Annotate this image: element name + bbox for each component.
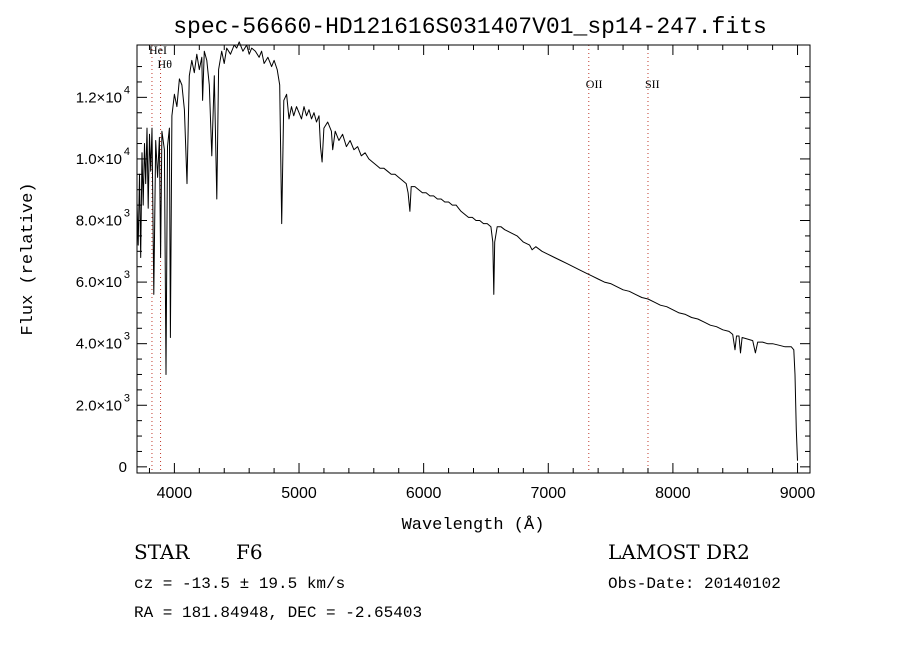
line-marker-label: Hθ: [158, 57, 173, 71]
y-tick-mantissa: 1.0×10: [76, 151, 122, 168]
x-tick-label: 6000: [406, 485, 442, 502]
line-marker-label: SII: [645, 77, 660, 91]
x-tick-label: 5000: [281, 485, 317, 502]
y-tick-exponent: 3: [124, 208, 130, 220]
spectrum-line-0: [136, 41, 798, 461]
y-tick-exponent: 3: [124, 331, 130, 343]
x-tick-labels: 4000 5000 6000 7000 8000 9000: [157, 485, 816, 502]
y-tick-label: 38.0×10: [76, 208, 130, 230]
y-tick-label: 41.0×10: [76, 146, 130, 168]
chart-title: spec-56660-HD121616S031407V01_sp14-247.f…: [173, 14, 767, 40]
x-axis-label: Wavelength (Å): [402, 516, 545, 535]
spectrum-series: [136, 41, 798, 461]
y-tick-label: 36.0×10: [76, 269, 130, 291]
y-tick-label: 34.0×10: [76, 331, 130, 353]
y-tick-label: 41.2×10: [76, 84, 130, 106]
y-tick-exponent: 3: [124, 269, 130, 281]
line-marker-label: HeI: [149, 43, 167, 57]
x-tick-label: 9000: [780, 485, 816, 502]
y-tick-labels: 032.0×1034.0×1036.0×1038.0×1041.0×1041.2…: [76, 84, 130, 475]
object-subclass: F6: [236, 540, 263, 564]
y-tick-mantissa: 6.0×10: [76, 274, 122, 291]
plot-frame: [136, 44, 811, 474]
object-type: STAR: [134, 540, 190, 564]
y-tick-mantissa: 1.2×10: [76, 89, 122, 106]
x-tick-label: 7000: [530, 485, 566, 502]
x-tick-label: 8000: [655, 485, 691, 502]
line-marker-label: OII: [586, 77, 603, 91]
y-axis-label: Flux (relative): [19, 182, 38, 335]
y-tick-mantissa: 2.0×10: [76, 397, 122, 414]
x-tick-label: 4000: [157, 485, 193, 502]
y-tick-exponent: 3: [124, 392, 130, 404]
y-tick-exponent: 4: [124, 146, 130, 158]
obs-date: Obs-Date: 20140102: [608, 575, 781, 593]
y-tick-label: 32.0×10: [76, 392, 130, 414]
y-tick-label: 0: [119, 459, 127, 476]
y-tick-mantissa: 0: [119, 459, 127, 476]
survey-name: LAMOST DR2: [608, 540, 750, 564]
y-tick-exponent: 4: [124, 84, 130, 96]
redshift-line: cz = -13.5 ± 19.5 km/s: [134, 575, 346, 593]
y-tick-mantissa: 8.0×10: [76, 213, 122, 230]
y-tick-mantissa: 4.0×10: [76, 336, 122, 353]
coordinates: RA = 181.84948, DEC = -2.65403: [134, 604, 423, 622]
axis-ticks: [137, 45, 810, 473]
